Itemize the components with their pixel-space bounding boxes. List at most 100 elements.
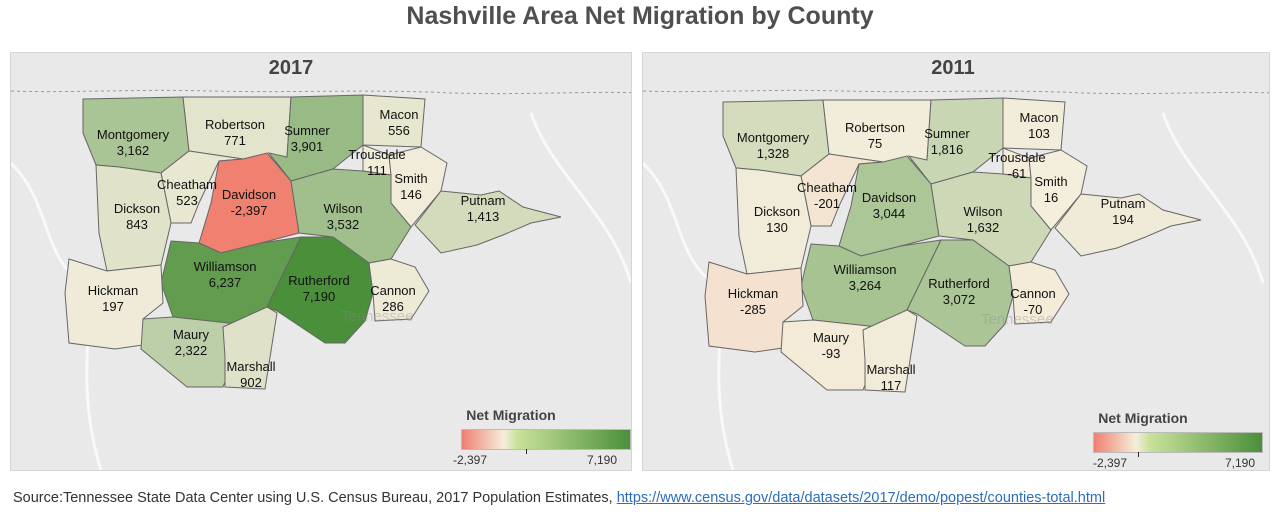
legend-max-label: 7,190	[587, 453, 618, 467]
legend-gradient-bar	[461, 429, 631, 450]
county-label-montgomery: Montgomery 3,162	[83, 127, 183, 159]
county-value: 1,413	[466, 209, 500, 224]
legend-max-label: 7,190	[1225, 456, 1256, 470]
map-canvas-2017: Tennessee	[11, 89, 631, 470]
county-value: 1,632	[966, 220, 1000, 235]
county-shape-wilson[interactable]	[290, 168, 412, 264]
legend-zero-tick	[1138, 452, 1139, 457]
county-name: Montgomery	[96, 127, 170, 142]
county-label-dickson: Dickson 130	[727, 204, 827, 236]
county-label-davidson: Davidson -2,397	[199, 187, 299, 219]
county-label-williamson: Williamson 6,237	[175, 259, 275, 291]
state-boundary-line	[11, 89, 631, 95]
county-label-davidson: Davidson 3,044	[839, 190, 939, 222]
county-name: Robertson	[845, 120, 905, 135]
county-name: Sumner	[924, 126, 970, 141]
county-name: Putnam	[1100, 196, 1146, 211]
county-value: 3,901	[290, 139, 324, 154]
legend-min-label: -2,397	[453, 453, 488, 467]
county-name: Trousdale	[988, 150, 1046, 165]
county-value: 16	[1043, 190, 1059, 205]
county-label-rutherford: Rutherford 7,190	[269, 273, 369, 305]
county-value: 75	[867, 136, 883, 151]
legend-gradient-bar	[1093, 432, 1263, 453]
county-value: 1,328	[756, 146, 790, 161]
county-shape-marshall[interactable]	[862, 309, 918, 393]
county-shape-davidson[interactable]	[198, 152, 300, 254]
county-value: 523	[176, 193, 198, 208]
county-value: 194	[1112, 212, 1134, 227]
county-label-smith: Smith 146	[361, 171, 461, 203]
page-title: Nashville Area Net Migration by County	[406, 2, 874, 30]
source-link[interactable]: https://www.census.gov/data/datasets/201…	[616, 490, 1106, 506]
legend-zero-tick	[526, 449, 527, 454]
county-label-macon: Macon 103	[989, 110, 1089, 142]
county-name: Hickman	[727, 286, 779, 301]
county-name: Robertson	[205, 117, 265, 132]
county-name: Macon	[379, 107, 419, 122]
county-label-sumner: Sumner 1,816	[897, 126, 997, 158]
county-label-hickman: Hickman 197	[63, 283, 163, 315]
county-label-marshall: Marshall 117	[841, 362, 941, 394]
county-name: Williamson	[193, 259, 257, 274]
county-shape-cheatham[interactable]	[160, 150, 244, 224]
county-name: Cannon	[370, 283, 416, 298]
county-value: 843	[126, 217, 148, 232]
county-shape-putnam[interactable]	[414, 190, 562, 254]
county-shape-cheatham[interactable]	[800, 153, 884, 227]
map-canvas-2011: Tennessee	[643, 89, 1269, 470]
county-name: Montgomery	[736, 130, 810, 145]
county-shape-cannon[interactable]	[1008, 261, 1070, 325]
county-shape-dickson[interactable]	[735, 167, 812, 275]
county-label-williamson: Williamson 3,264	[815, 262, 915, 294]
county-label-trousdale: Trousdale -61	[967, 150, 1067, 182]
county-value: 771	[224, 133, 246, 148]
county-name: Maury	[172, 327, 210, 342]
legend-title: Net Migration	[466, 407, 556, 423]
county-value: 6,237	[208, 275, 242, 290]
county-value: 130	[766, 220, 788, 235]
legend: Net Migration -2,397 7,190	[1063, 410, 1263, 470]
county-label-montgomery: Montgomery 1,328	[723, 130, 823, 162]
county-value: -93	[821, 346, 841, 361]
county-shape-rutherford[interactable]	[906, 239, 1014, 347]
county-name: Marshall	[866, 362, 916, 377]
county-shape-wilson[interactable]	[930, 171, 1052, 267]
county-shape-putnam[interactable]	[1054, 193, 1202, 257]
county-name: Williamson	[833, 262, 897, 277]
county-value: 3,264	[848, 278, 882, 293]
county-label-putnam: Putnam 1,413	[433, 193, 533, 225]
county-shape-maury[interactable]	[780, 319, 888, 391]
county-value: 3,072	[942, 292, 976, 307]
county-name: Smith	[1034, 174, 1068, 189]
county-shape-rutherford[interactable]	[266, 236, 374, 344]
county-value: 286	[382, 299, 404, 314]
county-name: Maury	[812, 330, 850, 345]
county-shape-marshall[interactable]	[222, 306, 278, 390]
map-panel-2011[interactable]: Tennessee 2011 Montgomery 1,328 Robertson 7…	[642, 52, 1270, 471]
county-name: Sumner	[284, 123, 330, 138]
state-boundary-line	[643, 89, 1269, 95]
county-value: -2,397	[230, 203, 268, 218]
county-label-cheatham: Cheatham -201	[777, 180, 877, 212]
county-shape-cannon[interactable]	[368, 258, 430, 322]
county-label-trousdale: Trousdale 111	[327, 147, 427, 179]
county-name: Cannon	[1010, 286, 1056, 301]
county-shape-dickson[interactable]	[95, 164, 172, 272]
county-shape-maury[interactable]	[140, 316, 248, 388]
county-value: 197	[102, 299, 124, 314]
county-label-robertson: Robertson 771	[185, 117, 285, 149]
map-year-label: 2011	[931, 57, 975, 79]
county-value: 3,532	[326, 217, 360, 232]
county-name: Dickson	[753, 204, 801, 219]
county-shape-davidson[interactable]	[838, 155, 940, 257]
county-label-cannon: Cannon -70	[983, 286, 1083, 318]
county-name: Davidson	[221, 187, 277, 202]
county-name: Wilson	[963, 204, 1003, 219]
county-label-smith: Smith 16	[1001, 174, 1101, 206]
map-panel-2017[interactable]: Tennessee 2017 Montgomery 3,162 Robertson 7…	[10, 52, 632, 471]
county-value: 3,044	[872, 206, 906, 221]
map-year-label: 2017	[268, 57, 314, 79]
county-name: Smith	[394, 171, 428, 186]
county-label-macon: Macon 556	[349, 107, 449, 139]
